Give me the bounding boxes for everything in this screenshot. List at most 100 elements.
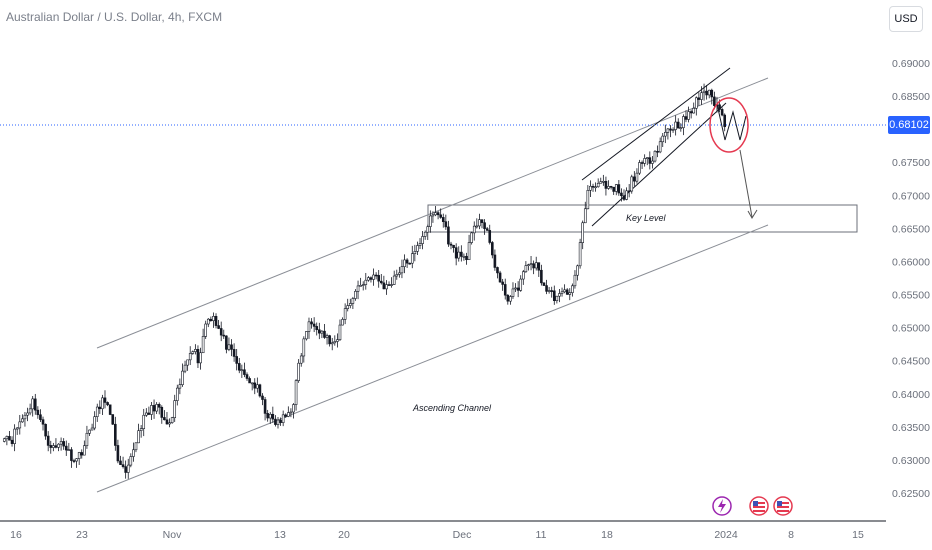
candle-body bbox=[627, 190, 631, 193]
candle-body bbox=[354, 291, 357, 299]
candle-body bbox=[183, 364, 187, 372]
candle-body bbox=[651, 160, 654, 164]
candle-body bbox=[452, 244, 455, 248]
reversal-circle[interactable] bbox=[709, 97, 749, 153]
y-tick-label: 0.66500 bbox=[892, 223, 930, 235]
candle-body bbox=[620, 192, 623, 197]
candle-body bbox=[545, 285, 548, 292]
candle-body bbox=[312, 323, 316, 327]
candle-body bbox=[18, 421, 22, 429]
candle-body bbox=[532, 263, 535, 269]
candle-body bbox=[72, 460, 76, 462]
candle-body bbox=[36, 409, 40, 416]
candle-body bbox=[418, 243, 422, 246]
candle-body bbox=[134, 442, 138, 451]
candle-body bbox=[607, 186, 610, 189]
candle-body bbox=[343, 308, 347, 320]
candle-body bbox=[359, 284, 362, 287]
candle-body bbox=[230, 344, 233, 350]
candle-body bbox=[214, 316, 218, 326]
candle-body bbox=[145, 412, 148, 416]
wedge-lower-line[interactable] bbox=[591, 102, 727, 227]
candle-body bbox=[374, 274, 378, 277]
candle-body bbox=[478, 219, 481, 227]
x-tick-label: 13 bbox=[274, 529, 286, 541]
candle-body bbox=[225, 335, 228, 350]
x-tick-label: Dec bbox=[453, 529, 472, 541]
candle-body bbox=[52, 445, 55, 448]
chart-title: Australian Dollar / U.S. Dollar, 4h, FXC… bbox=[6, 10, 223, 24]
candle-body bbox=[410, 253, 414, 264]
lightning-event-icon[interactable] bbox=[712, 496, 732, 516]
candle-body bbox=[222, 334, 226, 337]
candle-body bbox=[341, 319, 344, 326]
candle-body bbox=[181, 370, 184, 385]
candle-body bbox=[568, 292, 572, 295]
candle-body bbox=[287, 412, 290, 417]
candle-body bbox=[227, 344, 231, 350]
candle-body bbox=[431, 214, 435, 217]
candle-body bbox=[390, 284, 393, 286]
candle-body bbox=[101, 397, 104, 410]
candle-body bbox=[245, 374, 249, 379]
wedge-upper-line[interactable] bbox=[581, 67, 731, 181]
candle-body bbox=[705, 90, 708, 96]
candle-body bbox=[121, 464, 125, 467]
candle-body bbox=[95, 406, 99, 417]
candle-body bbox=[289, 411, 293, 414]
us-flag-event-icon-2[interactable] bbox=[773, 496, 793, 516]
candle-body bbox=[75, 458, 78, 462]
candle-body bbox=[8, 436, 11, 441]
y-tick-label: 0.63500 bbox=[892, 422, 930, 434]
candle-body bbox=[5, 436, 9, 440]
candle-body bbox=[46, 435, 50, 446]
candle-body bbox=[219, 328, 223, 336]
candle-body bbox=[98, 406, 102, 410]
candle-body bbox=[560, 291, 564, 294]
candle-body bbox=[527, 264, 530, 266]
candle-body bbox=[175, 387, 179, 401]
candle-body bbox=[470, 232, 473, 243]
candle-body bbox=[70, 449, 73, 461]
candle-body bbox=[664, 131, 667, 137]
channel-upper-line[interactable] bbox=[96, 77, 769, 349]
candle-body bbox=[281, 414, 285, 423]
candle-body bbox=[421, 236, 424, 244]
y-tick-label: 0.63000 bbox=[892, 455, 930, 467]
candle-body bbox=[398, 272, 401, 275]
channel-lower-line[interactable] bbox=[96, 224, 769, 493]
currency-button[interactable]: USD bbox=[889, 6, 923, 32]
candle-body bbox=[707, 89, 711, 96]
candle-body bbox=[684, 116, 688, 120]
candle-body bbox=[114, 423, 117, 446]
candle-body bbox=[444, 221, 448, 228]
candle-body bbox=[15, 427, 19, 430]
candle-body bbox=[2, 438, 6, 442]
candle-body bbox=[679, 127, 683, 130]
candle-body bbox=[77, 452, 81, 459]
candle-body bbox=[426, 226, 430, 233]
candle-body bbox=[509, 296, 512, 302]
candle-body bbox=[196, 349, 200, 364]
candle-body bbox=[338, 324, 342, 341]
candlestick-series bbox=[2, 83, 727, 479]
candle-body bbox=[496, 267, 499, 274]
candle-body bbox=[364, 279, 368, 285]
key-level-zone[interactable] bbox=[427, 204, 858, 233]
y-tick-label: 0.66000 bbox=[892, 256, 930, 268]
candle-body bbox=[591, 185, 595, 188]
candle-body bbox=[204, 323, 207, 337]
x-tick-label: 2024 bbox=[714, 529, 738, 541]
candle-body bbox=[723, 114, 727, 128]
candle-body bbox=[23, 414, 27, 420]
candle-body bbox=[506, 294, 510, 302]
candle-body bbox=[403, 259, 406, 267]
candle-body bbox=[457, 251, 461, 259]
candle-body bbox=[237, 363, 241, 371]
us-flag-event-icon[interactable] bbox=[749, 496, 769, 516]
candle-body bbox=[710, 89, 714, 98]
candle-body bbox=[700, 92, 703, 100]
candle-body bbox=[519, 278, 523, 291]
candle-body bbox=[49, 445, 53, 448]
